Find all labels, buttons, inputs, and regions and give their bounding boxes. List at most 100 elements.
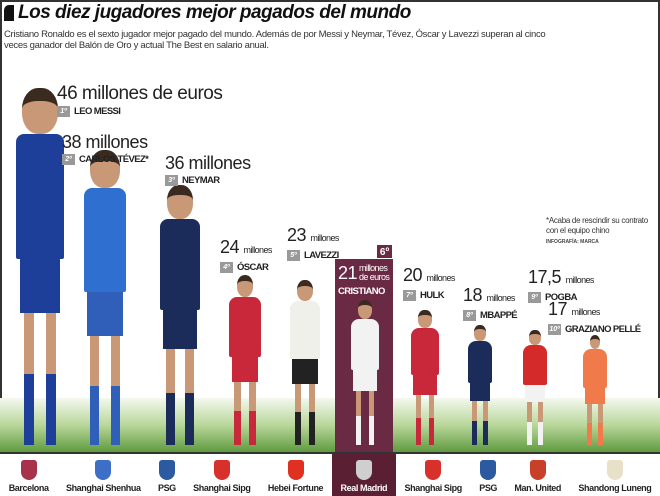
player-label: 24 millones 4º ÓSCAR — [220, 238, 272, 273]
player-name: POGBA — [545, 292, 577, 303]
club-crest-icon — [158, 460, 175, 480]
rank-badge: 7º — [403, 290, 416, 301]
player-label: 46 millones de euros 1º LEO MESSI — [57, 83, 223, 117]
club-bar: Barcelona Shanghai Shenhua PSG Shanghai Sip… — [0, 452, 660, 496]
amount: 38 — [62, 132, 82, 152]
club-crest-icon — [606, 460, 623, 480]
leg — [90, 335, 100, 445]
club-item: Barcelona — [0, 454, 57, 496]
player-label: 17,5 millones 9º POGBA — [528, 268, 594, 303]
infographic-title: Los diez jugadores mejor pagados del mun… — [4, 2, 411, 24]
shorts — [469, 382, 491, 401]
jersey — [582, 349, 608, 388]
club-name: Real Madrid — [340, 483, 388, 493]
shorts — [413, 374, 437, 396]
player-name: HULK — [420, 290, 445, 301]
amount: 18 — [463, 285, 483, 305]
unit: millones de euros — [359, 263, 390, 282]
unit: millones — [486, 293, 516, 303]
leg — [538, 402, 544, 445]
shorts — [584, 387, 606, 405]
player-figure — [464, 325, 496, 445]
player-figure — [285, 280, 325, 445]
rank-badge: 8º — [463, 310, 476, 321]
club-name: Man. United — [514, 483, 562, 493]
player-name: LEO MESSI — [74, 106, 121, 117]
leg — [368, 391, 375, 445]
leg — [110, 335, 120, 445]
club-item: Real Madrid — [331, 454, 396, 496]
jersey — [411, 327, 439, 375]
club-crest-icon — [95, 460, 112, 480]
club-item: Hebei Fortune — [259, 454, 332, 496]
amount: 17,5 — [528, 267, 562, 287]
shorts — [353, 369, 377, 392]
head — [418, 310, 432, 328]
unit: millones — [571, 307, 601, 317]
title-text: Los diez jugadores mejor pagados del mun… — [18, 2, 411, 23]
leg — [471, 400, 477, 445]
club-name: PSG — [479, 483, 498, 493]
unit: millones — [188, 153, 252, 173]
head — [474, 325, 486, 341]
intro-text: Cristiano Ronaldo es el sexto jugador me… — [4, 29, 546, 51]
rank-badge: 6º — [376, 244, 393, 259]
club-name: PSG — [157, 483, 176, 493]
jersey — [289, 301, 321, 360]
unit: millones — [310, 233, 340, 243]
leg — [309, 383, 316, 445]
jersey — [83, 188, 127, 292]
leg — [234, 382, 241, 445]
leg — [586, 404, 592, 445]
jersey — [160, 218, 200, 310]
rank-badge: 4º — [220, 262, 233, 273]
jersey — [467, 340, 493, 383]
club-name: Barcelona — [8, 483, 49, 493]
player-figure — [77, 150, 133, 445]
rank-badge: 2º — [62, 154, 75, 165]
club-item: Shanghai Shenhua — [57, 454, 149, 496]
club-crest-icon — [480, 460, 497, 480]
pitch-background — [0, 398, 660, 452]
amount: 21 — [338, 263, 358, 283]
player-name: GRAZIANO PELLÉ — [565, 324, 641, 335]
player-label: 36 millones 3º NEYMAR — [165, 154, 251, 186]
leg — [355, 391, 362, 445]
club-name: Shanghai Sipg — [193, 483, 251, 493]
player-figure — [9, 88, 71, 445]
player-figure — [154, 185, 206, 445]
leg — [185, 348, 194, 445]
rank-badge: 10º — [548, 324, 561, 335]
amount: 24 — [220, 237, 240, 257]
leg — [249, 382, 256, 445]
club-crest-icon — [529, 460, 546, 480]
head — [236, 275, 254, 298]
club-item: Shanghai Sipg — [396, 454, 471, 496]
club-crest-icon — [20, 460, 37, 480]
unit: millones — [243, 245, 273, 255]
player-name: LAVEZZI — [304, 250, 339, 261]
head — [589, 335, 601, 350]
player-label: 20 millones 7º HULK — [403, 266, 455, 301]
club-item: PSG — [149, 454, 184, 496]
jersey — [522, 344, 548, 386]
leg — [598, 404, 604, 445]
club-crest-icon — [213, 460, 230, 480]
shorts — [292, 359, 318, 384]
amount: 36 — [165, 153, 185, 173]
player-label: 17 millones 10º GRAZIANO PELLÉ — [548, 300, 641, 335]
player-figure — [579, 335, 611, 445]
club-crest-icon — [425, 460, 442, 480]
leg — [428, 395, 435, 445]
club-item: PSG — [471, 454, 506, 496]
head — [296, 280, 314, 302]
unit: millones — [426, 273, 456, 283]
leg — [23, 312, 34, 445]
club-name: Hebei Fortune — [267, 483, 324, 493]
amount: 46 — [57, 83, 78, 104]
player-name: NEYMAR — [182, 175, 220, 186]
shorts — [163, 309, 197, 349]
jersey — [16, 134, 64, 260]
amount: 20 — [403, 265, 423, 285]
